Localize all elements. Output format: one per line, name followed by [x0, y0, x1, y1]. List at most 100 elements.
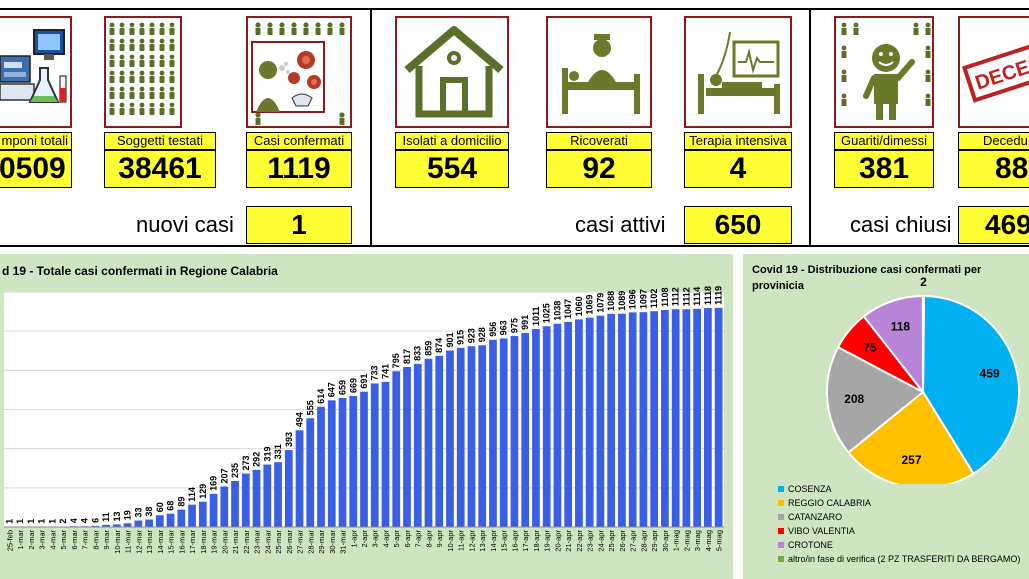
- x-tick-label: 18-mar: [199, 530, 208, 554]
- bar-data-label: 1: [26, 519, 36, 524]
- pie-data-label: 2: [920, 275, 927, 289]
- tile-label-guariti: Guariti/dimessi: [834, 132, 934, 150]
- bar: [198, 501, 207, 527]
- bar: [177, 509, 186, 527]
- bar: [349, 395, 358, 527]
- casi-attivi-label: casi attivi: [575, 212, 666, 237]
- x-tick-label: 19-apr: [543, 530, 552, 552]
- bar: [456, 347, 465, 527]
- legend-swatch: [778, 528, 784, 534]
- bar: [338, 397, 347, 527]
- x-tick-label: 3-mar: [38, 530, 47, 550]
- bar: [360, 391, 368, 527]
- bar-data-label: 991: [520, 315, 530, 330]
- bar-data-label: 319: [262, 446, 272, 461]
- bar-data-label: 1: [15, 519, 25, 524]
- bar: [231, 480, 239, 527]
- x-tick-label: 17-mar: [188, 530, 197, 554]
- tile-label-deceduti: Decedu: [958, 132, 1029, 150]
- tile-value-tamponi: 0509: [0, 150, 72, 188]
- people-tested-icon: [104, 16, 182, 128]
- casi-chiusi-label: casi chiusi: [850, 212, 952, 237]
- bar-data-label: 874: [434, 338, 444, 353]
- x-tick-label: 19-mar: [210, 530, 219, 554]
- x-tick-label: 10-apr: [446, 530, 455, 552]
- tile-value-ricoverati: 92: [546, 150, 652, 188]
- bar-data-label: 169: [209, 476, 219, 491]
- bar-data-label: 555: [305, 400, 315, 415]
- x-tick-label: 25-mar: [274, 530, 283, 554]
- bar: [542, 326, 551, 527]
- x-tick-label: 4-mar: [48, 530, 57, 550]
- bar-data-label: 1047: [563, 299, 573, 319]
- x-tick-label: 26-mar: [285, 530, 294, 554]
- bar-data-label: 331: [273, 444, 283, 459]
- bar-data-label: 38: [144, 507, 154, 517]
- bar: [489, 339, 497, 527]
- x-tick-label: 27-apr: [629, 530, 638, 552]
- x-tick-label: 20-apr: [553, 530, 562, 552]
- bar-data-label: 1060: [574, 296, 584, 316]
- x-tick-label: 15-mar: [167, 530, 176, 554]
- x-tick-label: 1-mar: [16, 530, 25, 550]
- x-tick-label: 11-apr: [457, 529, 466, 551]
- x-tick-label: 13-mar: [145, 530, 154, 554]
- legend-label: VIBO VALENTIA: [788, 526, 855, 536]
- bar: [123, 523, 132, 527]
- bar-data-label: 659: [338, 380, 348, 395]
- bar: [274, 462, 282, 527]
- section-divider-1: [370, 8, 372, 246]
- x-tick-label: 31-mar: [339, 530, 348, 554]
- casi-chiusi-value: 469: [958, 206, 1029, 244]
- x-tick-label: 7-mar: [81, 530, 90, 550]
- bar: [155, 515, 164, 527]
- x-tick-label: 28-mar: [306, 530, 315, 554]
- bar-data-label: 691: [359, 374, 369, 389]
- bar-data-label: 68: [166, 501, 176, 511]
- bar-data-label: 1089: [617, 291, 627, 311]
- bar: [714, 307, 723, 527]
- x-tick-label: 6-apr: [403, 530, 412, 548]
- bar-data-label: 923: [466, 328, 476, 343]
- tile-value-terapia: 4: [684, 150, 792, 188]
- bar: [188, 504, 196, 527]
- legend-label: REGGIO CALABRIA: [788, 498, 872, 508]
- bar-data-label: 614: [316, 389, 326, 404]
- bar-data-label: 1118: [703, 286, 713, 305]
- legend-item: COSENZA: [778, 484, 832, 494]
- bar-data-label: 928: [477, 327, 487, 342]
- bar-data-label: 1108: [660, 287, 670, 307]
- x-tick-label: 2-mar: [27, 530, 36, 550]
- bar: [553, 323, 562, 527]
- bar-data-label: 956: [488, 322, 498, 337]
- bar-data-label: 292: [252, 452, 262, 467]
- bar: [650, 311, 659, 527]
- bar: [166, 513, 175, 527]
- bar: [392, 371, 401, 527]
- recovered-person-icon: [834, 16, 934, 128]
- x-tick-label: 5-mar: [59, 530, 68, 550]
- tile-label-confermati: Casi confermati: [246, 132, 352, 150]
- bar: [704, 308, 712, 527]
- legend-swatch: [778, 514, 784, 520]
- virus-infection-icon: [246, 16, 352, 128]
- x-tick-label: 23-mar: [253, 530, 262, 554]
- bar-data-label: 1069: [585, 295, 595, 315]
- bar-data-label: 669: [348, 378, 358, 393]
- casi-attivi-value: 650: [684, 206, 792, 244]
- pie-slice: [921, 295, 925, 393]
- bar-data-label: 1: [47, 519, 57, 524]
- tile-label-ricoverati: Ricoverati: [546, 132, 652, 150]
- bar-data-label: 393: [284, 432, 294, 447]
- bar-data-label: 273: [241, 456, 251, 471]
- bar: [413, 363, 422, 527]
- bar: [327, 400, 336, 527]
- bar: [306, 418, 315, 527]
- bar-data-label: 11: [101, 512, 111, 522]
- bar: [403, 367, 411, 527]
- x-tick-label: 8-mar: [91, 530, 100, 550]
- x-tick-label: 1-mag: [672, 530, 681, 551]
- bar: [435, 355, 444, 527]
- bar: [134, 520, 143, 527]
- pie-chart-title: Covid 19 - Distribuzione casi confermati…: [752, 264, 982, 292]
